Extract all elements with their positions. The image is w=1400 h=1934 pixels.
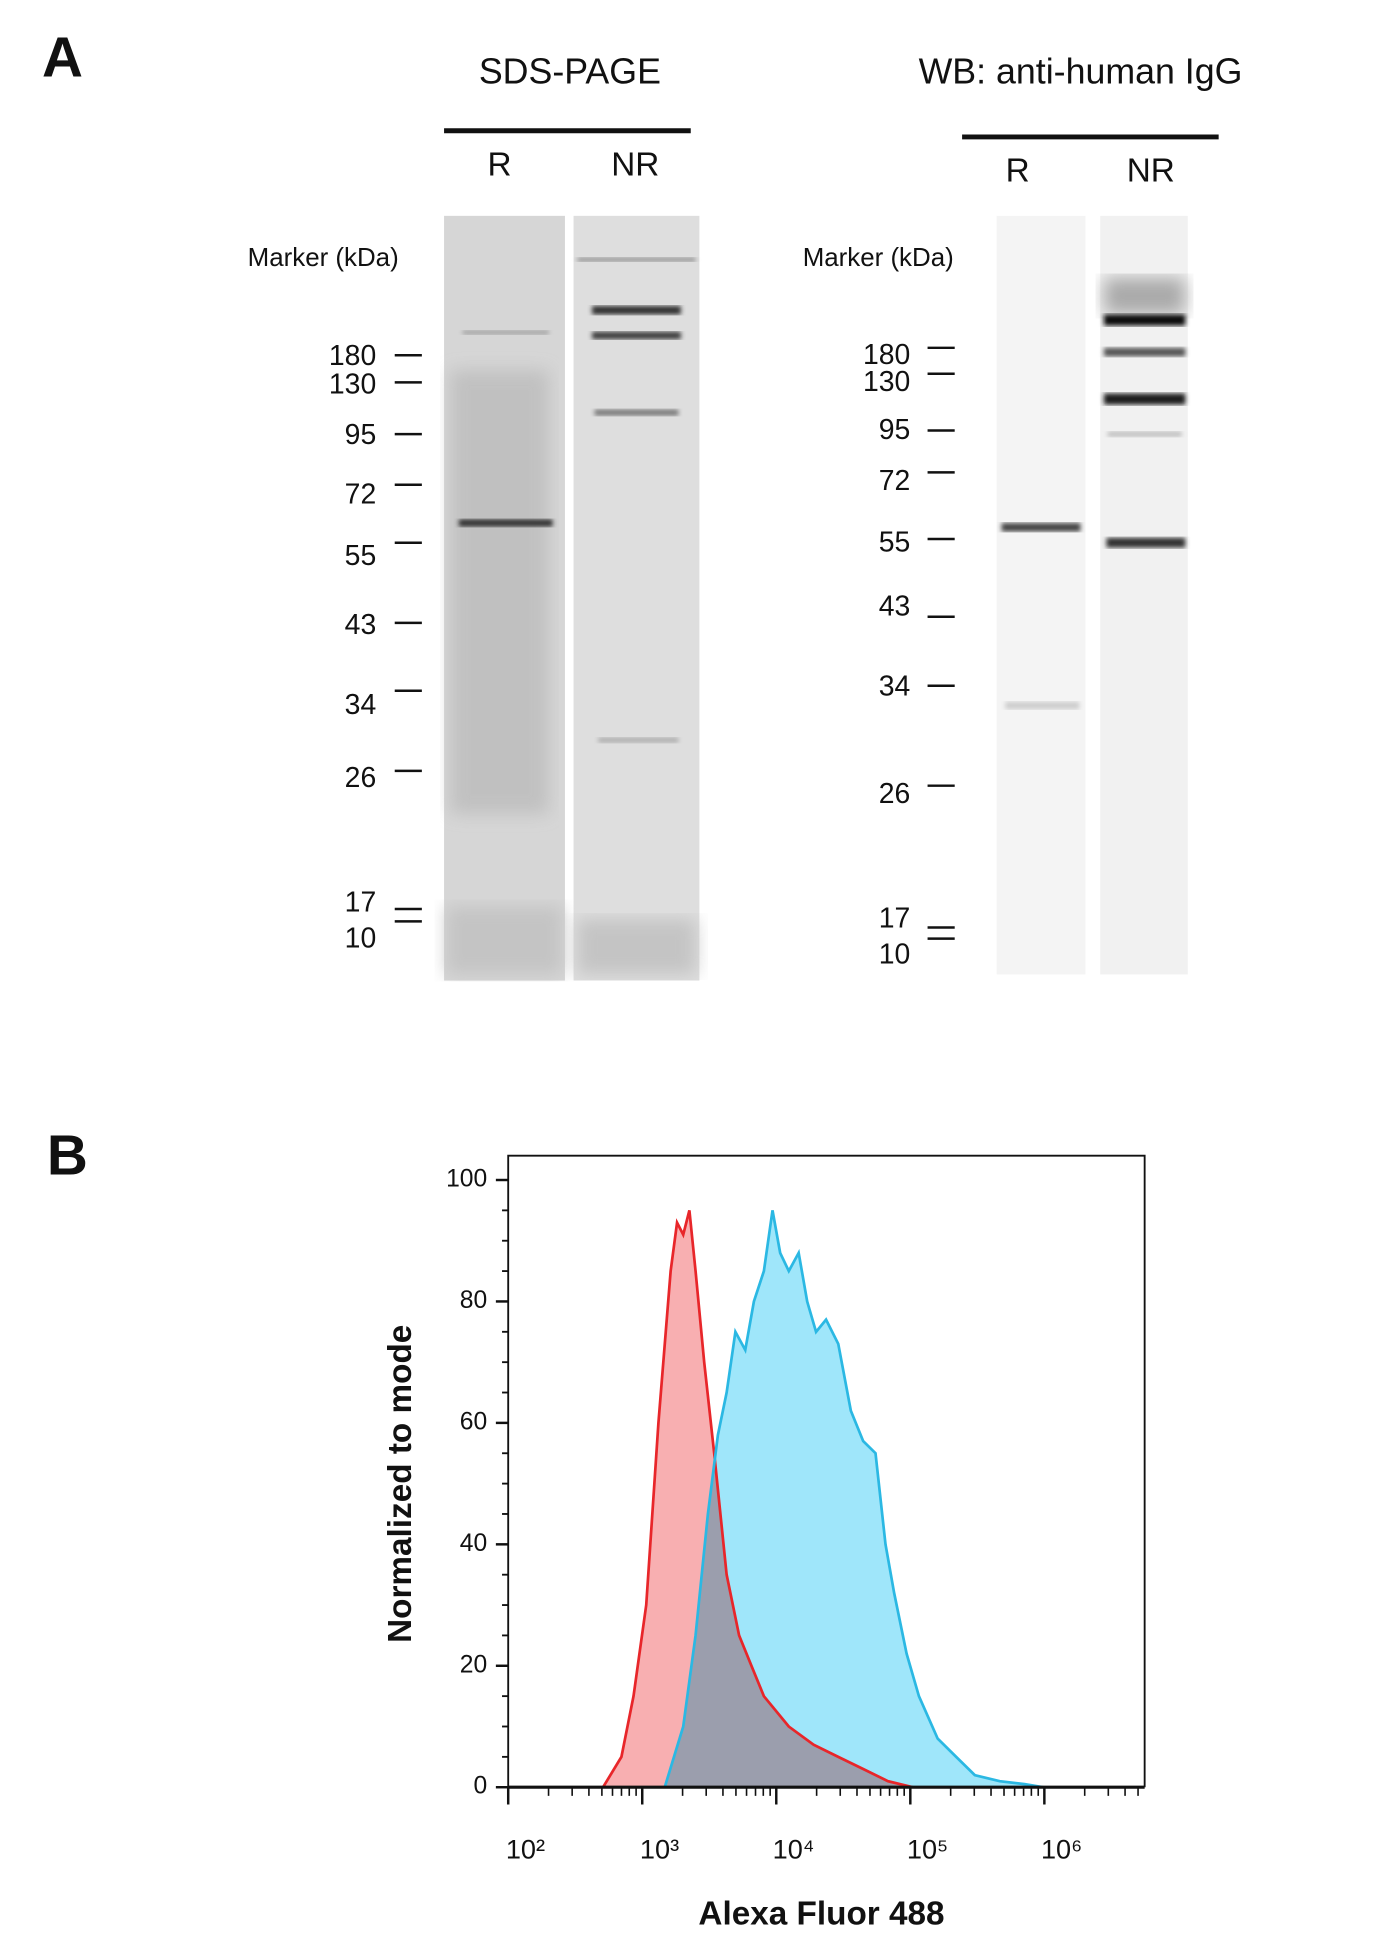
marker-label: 55 — [345, 540, 377, 572]
y-tick-label: 40 — [460, 1530, 487, 1557]
lane-label: R — [1006, 152, 1030, 189]
marker-label: 10 — [879, 938, 911, 970]
gel-image — [444, 215, 700, 981]
y-tick-label: 100 — [446, 1166, 487, 1193]
y-tick-label: 80 — [460, 1287, 487, 1314]
histogram-line — [601, 1210, 913, 1789]
marker-label: 17 — [345, 887, 377, 919]
marker-label: 26 — [879, 778, 911, 810]
plot-frame — [507, 1154, 1146, 1788]
x-axis-title: Alexa Fluor 488 — [698, 1895, 944, 1932]
lane-label: NR — [1127, 152, 1175, 189]
x-tick-label: 10² — [506, 1834, 545, 1865]
x-tick-label: 10⁶ — [1041, 1834, 1082, 1865]
y-tick-label: 60 — [460, 1408, 487, 1435]
y-tick-label: 20 — [460, 1651, 487, 1678]
panel-label: B — [47, 1124, 88, 1187]
x-tick-label: 10⁴ — [773, 1834, 815, 1865]
panel-label: A — [42, 27, 83, 90]
marker-label: 180 — [863, 339, 910, 371]
marker-label: 130 — [329, 369, 376, 401]
y-axis-title: Normalized to mode — [382, 1325, 419, 1643]
marker-label: 43 — [345, 609, 377, 641]
y-tick-label: 0 — [474, 1773, 488, 1800]
lane-label: NR — [611, 146, 659, 183]
gel-title: WB: anti-human IgG — [919, 51, 1243, 91]
marker-label: 95 — [345, 419, 377, 451]
marker-label: 72 — [345, 478, 377, 510]
x-tick-label: 10³ — [640, 1834, 679, 1865]
marker-label: 130 — [863, 366, 910, 398]
lane-label: R — [488, 146, 512, 183]
histogram-area — [603, 1210, 913, 1788]
marker-label: 43 — [879, 591, 911, 623]
marker-label: 55 — [879, 526, 911, 558]
histogram-line — [663, 1210, 1044, 1789]
marker-label: 95 — [879, 414, 911, 446]
marker-label: 34 — [879, 671, 911, 703]
marker-label: 34 — [345, 689, 377, 721]
marker-title: Marker (kDa) — [248, 244, 399, 272]
marker-label: 180 — [329, 340, 376, 372]
marker-label: 72 — [879, 465, 911, 497]
marker-label: 10 — [345, 922, 377, 954]
blot-image — [996, 215, 1188, 975]
gel-title: SDS-PAGE — [479, 51, 661, 91]
marker-label: 17 — [879, 903, 911, 935]
marker-title: Marker (kDa) — [803, 244, 954, 272]
x-tick-label: 10⁵ — [907, 1834, 948, 1865]
marker-label: 26 — [345, 762, 377, 794]
histogram-area — [664, 1210, 1044, 1788]
